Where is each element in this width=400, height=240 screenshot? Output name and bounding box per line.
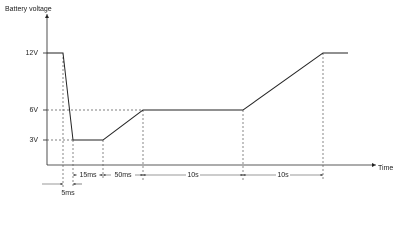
dimensions (42, 171, 323, 186)
x-axis-label: Time (378, 165, 393, 172)
page: {"y_axis_label": "Battery voltage", "x_a… (5, 5, 394, 197)
level-label: 6V (29, 107, 38, 114)
duration-label: 50ms (114, 172, 132, 179)
y-axis-label: Battery voltage (5, 6, 52, 13)
level-label: 3V (29, 137, 38, 144)
duration-label: 5ms (61, 190, 75, 197)
voltage-diagram: Battery voltage Time 12V 6V 3V 5ms 15ms … (5, 6, 393, 197)
voltage-waveform (47, 52, 348, 141)
level-label: 12V (26, 50, 39, 57)
guides (47, 53, 324, 188)
duration-label: 15ms (79, 172, 97, 179)
duration-label: 10s (277, 172, 289, 179)
duration-label: 10s (187, 172, 199, 179)
